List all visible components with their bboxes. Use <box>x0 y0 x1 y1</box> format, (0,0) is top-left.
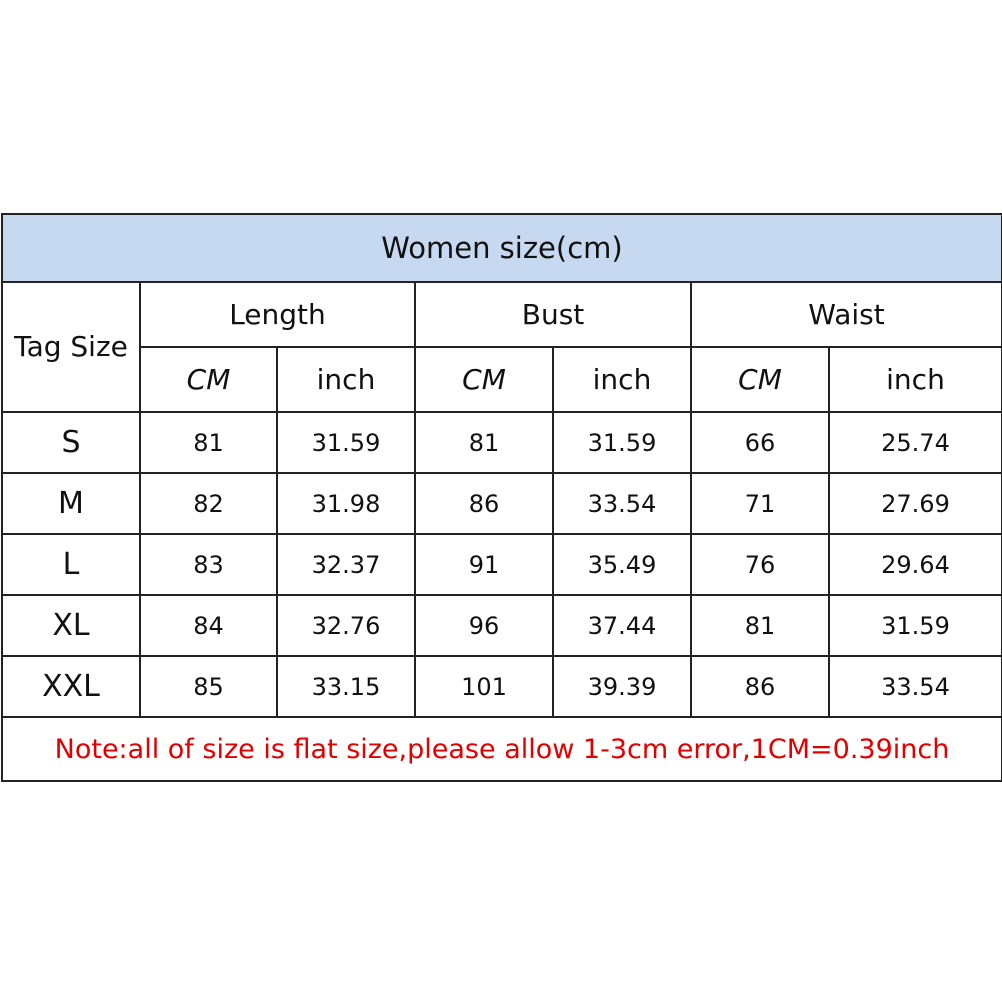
value-cell: 31.98 <box>276 472 416 535</box>
value-cell: 37.44 <box>552 594 692 657</box>
value-cell: 32.37 <box>276 533 416 596</box>
tag-size-header: Tag Size <box>1 281 141 413</box>
value-cell: 82 <box>139 472 278 535</box>
value-cell: 86 <box>690 655 830 718</box>
value-cell: 32.76 <box>276 594 416 657</box>
value-cell: 96 <box>414 594 554 657</box>
table-row: XL 84 32.76 96 37.44 81 31.59 <box>1 594 1002 657</box>
value-cell: 81 <box>690 594 830 657</box>
value-cell: 91 <box>414 533 554 596</box>
unit-header: CM <box>414 346 554 413</box>
value-cell: 81 <box>414 411 554 474</box>
value-cell: 35.49 <box>552 533 692 596</box>
value-cell: 39.39 <box>552 655 692 718</box>
value-cell: 86 <box>414 472 554 535</box>
table-row: L 83 32.37 91 35.49 76 29.64 <box>1 533 1002 596</box>
value-cell: 33.54 <box>828 655 1002 718</box>
size-cell: XL <box>1 594 141 657</box>
value-cell: 101 <box>414 655 554 718</box>
unit-header: inch <box>276 346 416 413</box>
table-row: S 81 31.59 81 31.59 66 25.74 <box>1 411 1002 474</box>
length-header: Length <box>139 281 416 348</box>
value-cell: 85 <box>139 655 278 718</box>
note-text: Note:all of size is flat size,please all… <box>1 716 1002 782</box>
value-cell: 31.59 <box>276 411 416 474</box>
value-cell: 25.74 <box>828 411 1002 474</box>
table-row: M 82 31.98 86 33.54 71 27.69 <box>1 472 1002 535</box>
value-cell: 33.54 <box>552 472 692 535</box>
value-cell: 31.59 <box>828 594 1002 657</box>
size-cell: L <box>1 533 141 596</box>
value-cell: 66 <box>690 411 830 474</box>
table-title: Women size(cm) <box>1 213 1002 283</box>
waist-header: Waist <box>690 281 1002 348</box>
unit-header: CM <box>690 346 830 413</box>
value-cell: 81 <box>139 411 278 474</box>
bust-header: Bust <box>414 281 692 348</box>
size-cell: S <box>1 411 141 474</box>
value-cell: 83 <box>139 533 278 596</box>
table-row: XXL 85 33.15 101 39.39 86 33.54 <box>1 655 1002 718</box>
value-cell: 84 <box>139 594 278 657</box>
unit-header: CM <box>139 346 278 413</box>
value-cell: 27.69 <box>828 472 1002 535</box>
unit-header: inch <box>828 346 1002 413</box>
value-cell: 29.64 <box>828 533 1002 596</box>
value-cell: 31.59 <box>552 411 692 474</box>
size-cell: XXL <box>1 655 141 718</box>
value-cell: 33.15 <box>276 655 416 718</box>
size-chart-table: Women size(cm) Tag Size Length Bust Wais… <box>1 213 1002 782</box>
value-cell: 76 <box>690 533 830 596</box>
size-cell: M <box>1 472 141 535</box>
value-cell: 71 <box>690 472 830 535</box>
unit-header: inch <box>552 346 692 413</box>
